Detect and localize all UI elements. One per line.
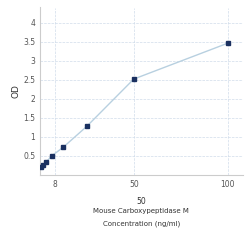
Text: 50: 50 bbox=[136, 197, 146, 206]
Y-axis label: OD: OD bbox=[11, 84, 20, 98]
Text: Mouse Carboxypeptidase M: Mouse Carboxypeptidase M bbox=[93, 208, 189, 214]
Text: Concentration (ng/ml): Concentration (ng/ml) bbox=[103, 220, 180, 227]
